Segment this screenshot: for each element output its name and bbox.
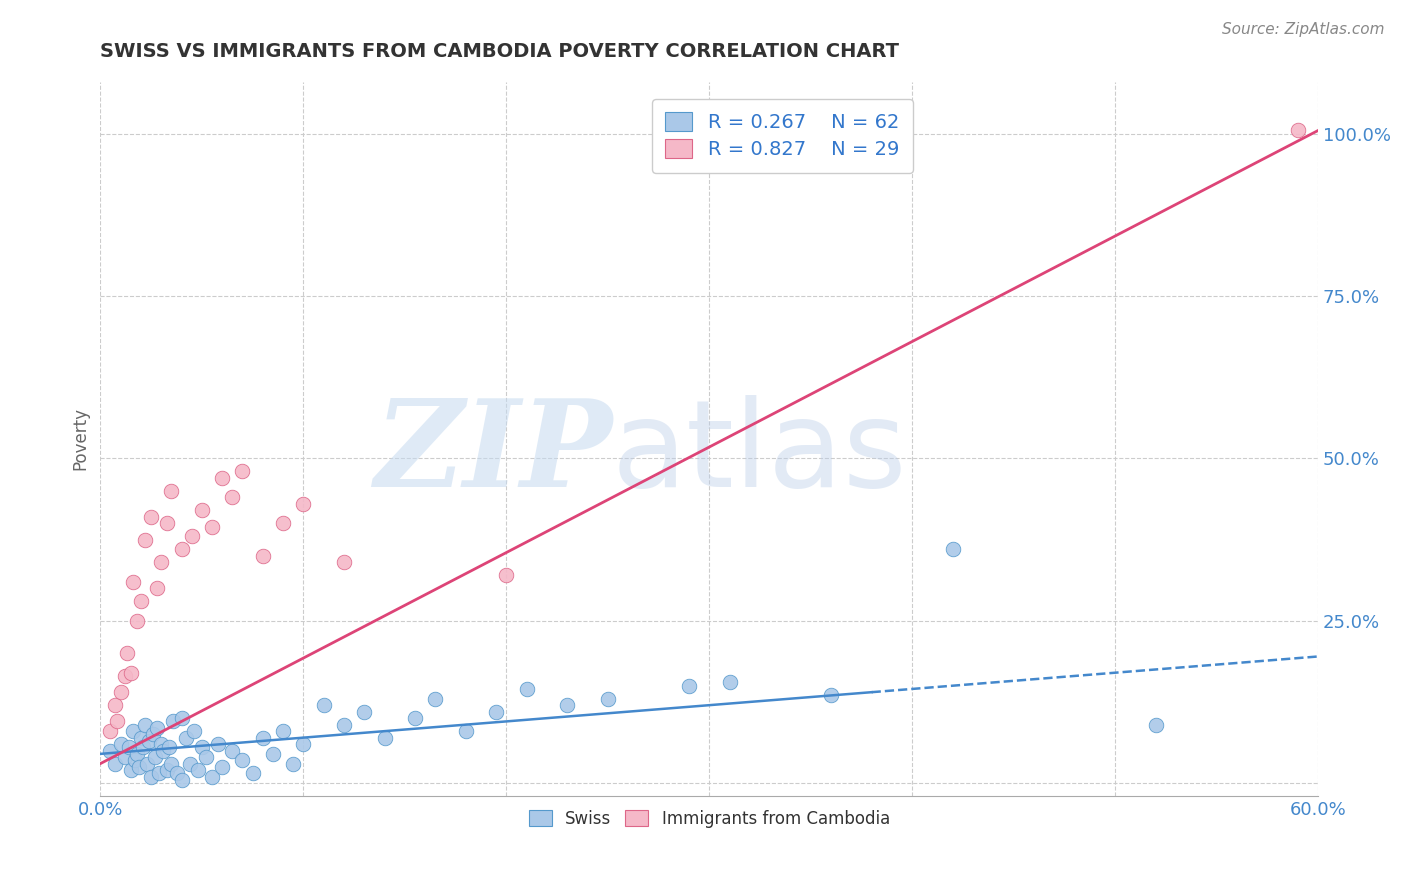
- Point: [143, 750, 166, 764]
- Point: [271, 724, 294, 739]
- Point: [373, 731, 395, 745]
- Point: [596, 691, 619, 706]
- Point: [495, 568, 517, 582]
- Point: [150, 737, 173, 751]
- Point: [211, 471, 233, 485]
- Point: [103, 698, 125, 713]
- Point: [485, 705, 508, 719]
- Point: [118, 740, 141, 755]
- Point: [142, 727, 165, 741]
- Point: [1144, 717, 1167, 731]
- Point: [425, 691, 447, 706]
- Point: [120, 763, 142, 777]
- Point: [678, 679, 700, 693]
- Point: [191, 740, 214, 755]
- Point: [166, 766, 188, 780]
- Point: [271, 516, 294, 531]
- Point: [170, 711, 193, 725]
- Point: [138, 734, 160, 748]
- Point: [170, 772, 193, 787]
- Point: [146, 582, 169, 596]
- Point: [125, 614, 148, 628]
- Point: [100, 724, 122, 739]
- Point: [191, 503, 214, 517]
- Point: [242, 766, 264, 780]
- Point: [187, 763, 209, 777]
- Point: [129, 594, 152, 608]
- Point: [105, 714, 128, 729]
- Point: [454, 724, 477, 739]
- Point: [115, 646, 138, 660]
- Point: [180, 529, 202, 543]
- Point: [942, 542, 965, 557]
- Point: [353, 705, 375, 719]
- Y-axis label: Poverty: Poverty: [72, 408, 89, 470]
- Point: [207, 737, 229, 751]
- Point: [292, 737, 315, 751]
- Text: ZIP: ZIP: [374, 394, 612, 513]
- Point: [129, 731, 152, 745]
- Point: [170, 542, 193, 557]
- Point: [136, 756, 159, 771]
- Point: [333, 717, 356, 731]
- Point: [121, 724, 143, 739]
- Point: [333, 555, 356, 569]
- Point: [292, 497, 315, 511]
- Point: [139, 509, 162, 524]
- Point: [174, 731, 197, 745]
- Text: SWISS VS IMMIGRANTS FROM CAMBODIA POVERTY CORRELATION CHART: SWISS VS IMMIGRANTS FROM CAMBODIA POVERT…: [100, 42, 900, 61]
- Point: [201, 519, 224, 533]
- Point: [100, 744, 122, 758]
- Point: [312, 698, 335, 713]
- Point: [114, 669, 136, 683]
- Point: [114, 750, 136, 764]
- Legend: Swiss, Immigrants from Cambodia: Swiss, Immigrants from Cambodia: [522, 803, 897, 834]
- Text: Source: ZipAtlas.com: Source: ZipAtlas.com: [1222, 22, 1385, 37]
- Point: [231, 464, 253, 478]
- Point: [183, 724, 205, 739]
- Point: [221, 744, 243, 758]
- Point: [221, 491, 243, 505]
- Point: [194, 750, 217, 764]
- Point: [110, 685, 132, 699]
- Point: [201, 770, 224, 784]
- Point: [146, 721, 169, 735]
- Point: [555, 698, 578, 713]
- Point: [283, 756, 305, 771]
- Point: [179, 756, 201, 771]
- Point: [148, 766, 170, 780]
- Point: [252, 549, 274, 563]
- Point: [134, 533, 156, 547]
- Point: [160, 756, 183, 771]
- Point: [128, 760, 150, 774]
- Point: [231, 753, 253, 767]
- Text: atlas: atlas: [612, 395, 907, 512]
- Point: [150, 555, 173, 569]
- Point: [157, 740, 180, 755]
- Point: [125, 747, 148, 761]
- Point: [404, 711, 426, 725]
- Point: [121, 574, 143, 589]
- Point: [132, 740, 155, 755]
- Point: [252, 731, 274, 745]
- Point: [160, 483, 183, 498]
- Point: [103, 756, 125, 771]
- Point: [162, 714, 184, 729]
- Point: [211, 760, 233, 774]
- Point: [1286, 123, 1309, 137]
- Point: [120, 665, 142, 680]
- Point: [516, 681, 538, 696]
- Point: [156, 763, 179, 777]
- Point: [134, 717, 156, 731]
- Point: [152, 744, 174, 758]
- Point: [110, 737, 132, 751]
- Point: [262, 747, 284, 761]
- Point: [156, 516, 179, 531]
- Point: [139, 770, 162, 784]
- Point: [718, 675, 741, 690]
- Point: [124, 753, 146, 767]
- Point: [820, 689, 842, 703]
